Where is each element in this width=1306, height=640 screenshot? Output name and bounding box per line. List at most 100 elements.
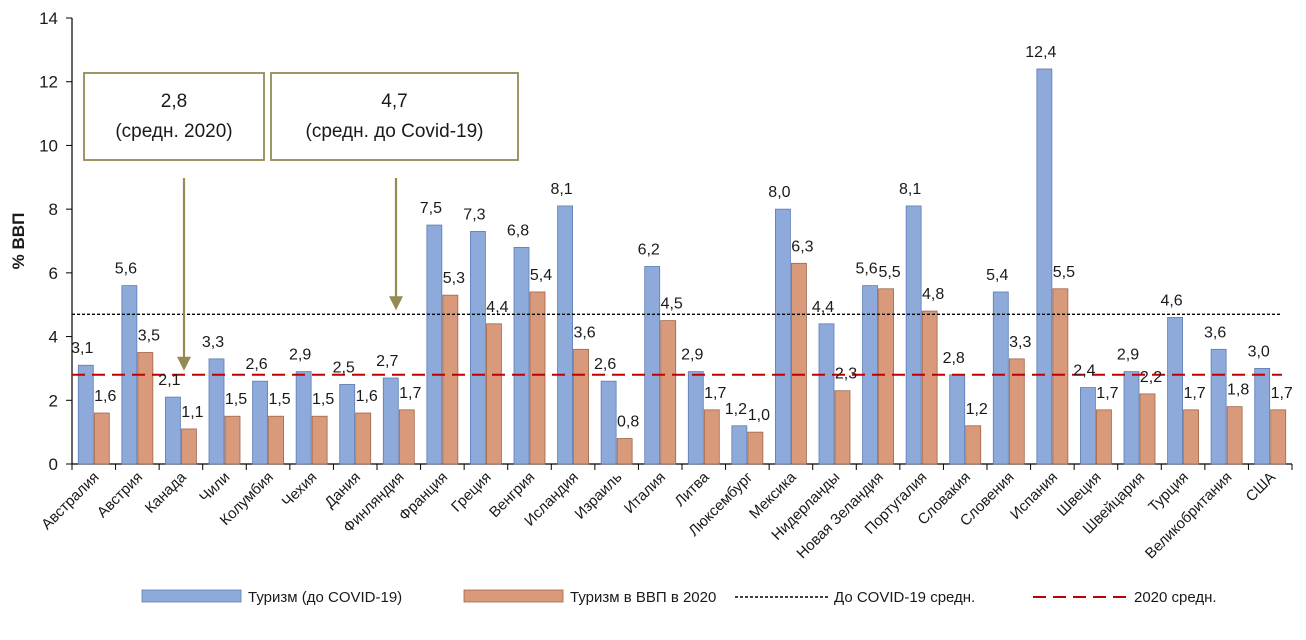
bar-2020: [311, 415, 328, 465]
bar-2020: [747, 431, 764, 465]
bar-pre-covid: [949, 374, 966, 465]
value-label-2020: 5,5: [878, 264, 900, 281]
value-label-pre-covid: 3,6: [1204, 324, 1226, 341]
bar-pre-covid: [600, 380, 617, 465]
value-label-pre-covid: 4,6: [1160, 292, 1182, 309]
legend-label-pre-covid-average: До COVID-19 средн.: [834, 589, 975, 606]
annotation-value: 2,8: [161, 91, 187, 112]
bar-pre-covid: [644, 266, 661, 465]
value-label-pre-covid: 2,7: [376, 353, 398, 370]
value-label-pre-covid: 8,1: [550, 181, 572, 198]
y-axis-label: % ВВП: [9, 213, 28, 270]
value-label-2020: 4,4: [486, 299, 508, 316]
bar-pre-covid: [687, 371, 704, 465]
bar-2020: [616, 438, 633, 465]
value-label-pre-covid: 1,2: [725, 401, 747, 418]
bar-pre-covid: [992, 291, 1009, 465]
bar-2020: [791, 262, 807, 465]
x-category-label: Канада: [142, 468, 190, 516]
bar-2020: [224, 415, 241, 465]
bar-2020: [834, 390, 851, 465]
value-label-2020: 1,7: [1096, 385, 1118, 402]
value-label-pre-covid: 8,0: [768, 184, 790, 201]
bar-2020: [1226, 406, 1243, 465]
value-label-pre-covid: 5,6: [855, 261, 877, 278]
bar-2020: [1270, 409, 1287, 465]
value-label-2020: 3,5: [138, 328, 160, 345]
value-label-2020: 1,8: [1227, 382, 1249, 399]
y-tick-label: 8: [49, 200, 58, 219]
bar-2020: [355, 412, 372, 465]
bar-pre-covid: [426, 224, 443, 465]
value-label-2020: 1,0: [748, 407, 770, 424]
value-label-2020: 1,5: [312, 391, 334, 408]
x-category-label: Испания: [1007, 469, 1061, 523]
value-label-2020: 1,7: [1183, 385, 1205, 402]
bar-pre-covid: [165, 396, 181, 465]
x-category-label: Италия: [621, 469, 669, 517]
bar-2020: [181, 428, 197, 465]
bar-2020: [1183, 409, 1199, 465]
value-label-2020: 5,5: [1053, 264, 1075, 281]
value-label-2020: 1,1: [181, 404, 203, 421]
bar-pre-covid: [1167, 317, 1183, 465]
value-label-2020: 0,8: [617, 414, 639, 431]
value-label-pre-covid: 3,1: [71, 340, 93, 357]
value-label-2020: 2,2: [1140, 369, 1162, 386]
bar-pre-covid: [731, 425, 748, 465]
y-tick-label: 4: [49, 328, 58, 347]
value-label-pre-covid: 2,8: [943, 350, 965, 367]
value-label-pre-covid: 2,5: [333, 359, 355, 376]
value-label-pre-covid: 7,5: [420, 200, 442, 217]
bar-2020: [1052, 288, 1069, 465]
bar-pre-covid: [208, 358, 225, 465]
value-label-pre-covid: 2,4: [1073, 363, 1095, 380]
x-category-label: Чехия: [279, 469, 321, 511]
bar-2020: [398, 409, 415, 465]
value-label-pre-covid: 5,6: [115, 261, 137, 278]
x-category-label: Израиль: [572, 469, 626, 523]
value-label-2020: 1,5: [268, 391, 290, 408]
bar-2020: [442, 294, 459, 465]
x-category-label: Литва: [671, 468, 713, 510]
bar-2020: [660, 320, 677, 465]
x-category-label: Франция: [396, 469, 451, 524]
bar-2020: [573, 348, 589, 465]
bar-2020: [878, 288, 894, 465]
bar-2020: [486, 323, 502, 465]
bar-pre-covid: [775, 208, 791, 465]
bar-pre-covid: [905, 205, 922, 465]
bar-pre-covid: [1036, 68, 1053, 465]
value-label-2020: 5,4: [530, 267, 552, 284]
annotation-box: [83, 72, 265, 161]
value-label-2020: 1,6: [94, 388, 116, 405]
y-tick-label: 0: [49, 455, 58, 474]
bar-2020: [965, 425, 982, 465]
bar-2020: [921, 310, 938, 465]
value-label-pre-covid: 2,9: [289, 347, 311, 364]
value-label-2020: 1,7: [1271, 385, 1293, 402]
annotation-value: 4,7: [381, 91, 407, 112]
value-label-2020: 3,6: [573, 324, 595, 341]
bar-pre-covid: [382, 377, 399, 465]
bar-2020: [1008, 358, 1025, 465]
value-label-2020: 1,2: [966, 401, 988, 418]
bar-pre-covid: [513, 246, 530, 465]
bar-pre-covid: [1210, 348, 1227, 465]
bar-2020: [93, 412, 110, 465]
value-label-2020: 5,3: [443, 270, 465, 287]
value-label-2020: 4,5: [661, 296, 683, 313]
bar-pre-covid: [470, 231, 486, 465]
bar-2020: [137, 352, 154, 465]
bar-pre-covid: [557, 205, 573, 465]
value-label-pre-covid: 6,2: [638, 241, 660, 258]
annotation-arrow-head: [177, 356, 191, 371]
bar-2020: [1096, 409, 1112, 465]
value-label-pre-covid: 2,6: [245, 356, 267, 373]
bar-pre-covid: [339, 383, 356, 465]
value-label-pre-covid: 12,4: [1025, 44, 1056, 61]
value-label-pre-covid: 7,3: [463, 206, 485, 223]
annotation-box: [270, 72, 519, 161]
